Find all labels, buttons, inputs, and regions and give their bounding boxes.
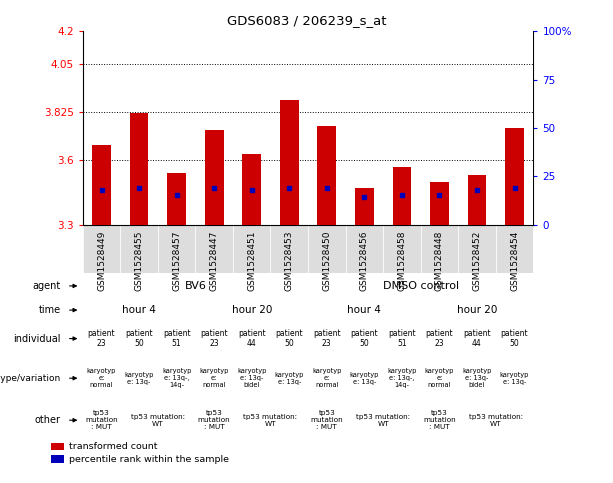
Text: patient
50: patient 50 [275,329,303,348]
Bar [318,126,336,225]
Text: percentile rank within the sample: percentile rank within the sample [69,455,229,464]
Bar [430,182,449,225]
Bar [270,225,308,273]
Text: tp53
mutation
: MUT: tp53 mutation : MUT [198,410,230,430]
Bar [308,225,346,273]
Text: karyotyp
e:
normal: karyotyp e: normal [199,368,229,388]
Bar [120,225,158,273]
Bar [496,225,533,273]
Text: tp53
mutation
: MUT: tp53 mutation : MUT [85,410,118,430]
Bar [355,188,374,225]
Text: individual: individual [13,334,61,343]
Text: karyotyp
e: 13q-,
14q-: karyotyp e: 13q-, 14q- [162,368,191,388]
Text: patient
50: patient 50 [125,329,153,348]
Text: BV6: BV6 [185,281,207,291]
Text: patient
23: patient 23 [200,329,228,348]
Bar [280,100,299,225]
Text: patient
23: patient 23 [88,329,115,348]
Text: hour 20: hour 20 [232,305,272,315]
Text: other: other [34,415,61,425]
Text: karyotyp
e:
normal: karyotyp e: normal [425,368,454,388]
Text: karyotyp
e: 13q-: karyotyp e: 13q- [349,372,379,384]
Text: DMSO control: DMSO control [383,281,459,291]
Text: karyotyp
e: 13q-: karyotyp e: 13q- [124,372,154,384]
Text: karyotyp
e: 13q-
bidel: karyotyp e: 13q- bidel [462,368,492,388]
Text: genotype/variation: genotype/variation [0,374,61,383]
Bar [346,225,383,273]
Text: patient
44: patient 44 [238,329,265,348]
Bar [130,113,148,225]
Bar [51,455,64,463]
Text: time: time [39,305,61,315]
Text: patient
51: patient 51 [388,329,416,348]
Text: hour 20: hour 20 [457,305,497,315]
Text: tp53 mutation:
WT: tp53 mutation: WT [243,414,297,426]
Bar [505,128,524,225]
Text: karyotyp
e: 13q-
bidel: karyotyp e: 13q- bidel [237,368,267,388]
Text: hour 4: hour 4 [122,305,156,315]
Bar [468,175,486,225]
Text: GDS6083 / 206239_s_at: GDS6083 / 206239_s_at [227,14,386,28]
Bar [83,225,120,273]
Text: tp53
mutation
: MUT: tp53 mutation : MUT [311,410,343,430]
Bar [92,145,111,225]
Text: karyotyp
e: 13q-: karyotyp e: 13q- [275,372,304,384]
Bar [233,225,270,273]
Text: karyotyp
e:
normal: karyotyp e: normal [312,368,341,388]
Text: tp53 mutation:
WT: tp53 mutation: WT [356,414,410,426]
Text: agent: agent [32,281,61,291]
Text: karyotyp
e: 13q-: karyotyp e: 13q- [500,372,529,384]
Bar [167,173,186,225]
Bar [242,154,261,225]
Text: patient
51: patient 51 [163,329,191,348]
Bar [383,225,421,273]
Text: patient
50: patient 50 [501,329,528,348]
Text: tp53 mutation:
WT: tp53 mutation: WT [131,414,185,426]
Text: tp53 mutation:
WT: tp53 mutation: WT [469,414,523,426]
Bar [458,225,496,273]
Text: tp53
mutation
: MUT: tp53 mutation : MUT [423,410,455,430]
Text: patient
50: patient 50 [351,329,378,348]
Bar [205,130,224,225]
Bar [51,443,64,451]
Bar [158,225,196,273]
Text: patient
44: patient 44 [463,329,491,348]
Bar [392,167,411,225]
Text: karyotyp
e: 13q-,
14q-: karyotyp e: 13q-, 14q- [387,368,417,388]
Text: hour 4: hour 4 [348,305,381,315]
Bar [421,225,458,273]
Bar [196,225,233,273]
Text: karyotyp
e:
normal: karyotyp e: normal [87,368,116,388]
Text: patient
23: patient 23 [425,329,453,348]
Text: patient
23: patient 23 [313,329,341,348]
Text: transformed count: transformed count [69,442,158,451]
